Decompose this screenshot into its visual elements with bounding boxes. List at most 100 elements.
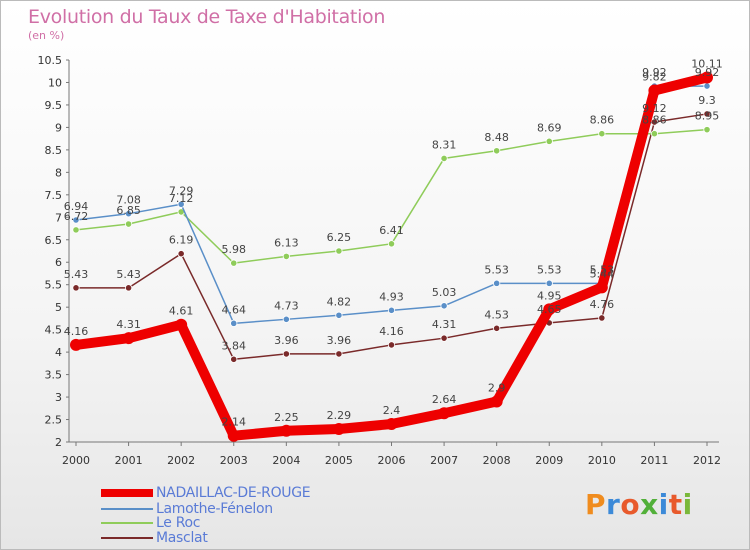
- x-tick-label: 2012: [693, 454, 721, 467]
- y-tick-label: 4: [55, 346, 62, 359]
- data-point-nadaillac: [70, 338, 82, 351]
- data-label-le-roc: 8.69: [537, 121, 562, 134]
- data-point-le-roc: [493, 147, 501, 155]
- series-line-nadaillac: [71, 72, 712, 441]
- legend-swatch-lamothe: [101, 508, 153, 510]
- data-label-nadaillac: 2.25: [274, 411, 299, 424]
- data-label-masclat: 9.3: [698, 94, 716, 107]
- data-label-nadaillac: 10.11: [691, 58, 723, 71]
- data-label-masclat: 3.96: [327, 334, 352, 347]
- data-label-masclat: 4.53: [484, 308, 509, 321]
- data-label-le-roc: 6.72: [64, 210, 89, 223]
- x-tick-label: 2008: [483, 454, 511, 467]
- data-point-le-roc: [335, 247, 343, 255]
- y-tick-label: 8.5: [45, 144, 63, 157]
- legend-swatch-nadaillac: [101, 489, 153, 497]
- data-label-lamothe: 9.92: [695, 66, 720, 79]
- data-point-lamothe: [282, 315, 290, 323]
- y-tick-label: 7.5: [45, 189, 63, 202]
- data-point-masclat: [335, 350, 343, 358]
- data-label-masclat: 3.84: [222, 339, 247, 352]
- data-label-masclat: 4.31: [432, 318, 457, 331]
- data-label-lamothe: 5.03: [432, 286, 457, 299]
- x-tick-label: 2000: [62, 454, 90, 467]
- data-label-le-roc: 6.85: [116, 204, 141, 217]
- data-point-nadaillac: [490, 395, 503, 408]
- y-tick-label: 9: [55, 121, 62, 134]
- data-point-lamothe: [230, 319, 238, 327]
- y-tick-label: 7: [55, 211, 62, 224]
- x-tick-label: 2005: [325, 454, 353, 467]
- data-label-le-roc: 6.25: [327, 231, 352, 244]
- data-point-nadaillac: [332, 422, 345, 435]
- data-point-le-roc: [598, 130, 606, 138]
- data-point-masclat: [703, 110, 711, 118]
- data-label-lamothe: 5.53: [537, 263, 562, 276]
- data-label-le-roc: 8.48: [484, 131, 509, 144]
- legend-item-lamothe: Lamothe-Fénelon: [101, 501, 273, 517]
- data-label-nadaillac: 2.9: [488, 382, 506, 395]
- chart-subtitle: (en %): [28, 29, 65, 42]
- legend-label-le-roc: Le Roc: [156, 515, 201, 531]
- data-label-lamothe: 4.64: [222, 303, 247, 316]
- data-point-nadaillac: [701, 71, 713, 84]
- data-label-le-roc: 7.12: [169, 192, 194, 205]
- chart-title: Evolution du Taux de Taxe d'Habitation: [28, 6, 386, 28]
- data-label-le-roc: 8.86: [590, 114, 615, 127]
- legend-label-masclat: Masclat: [156, 530, 208, 546]
- data-point-masclat: [230, 355, 238, 363]
- data-label-lamothe: 7.29: [169, 184, 194, 197]
- data-point-lamothe: [335, 311, 343, 319]
- data-label-masclat: 9.12: [642, 102, 667, 115]
- data-label-le-roc: 6.41: [379, 224, 404, 237]
- data-label-masclat: 5.43: [64, 268, 89, 281]
- data-label-nadaillac: 2.14: [222, 416, 247, 429]
- data-point-nadaillac: [543, 303, 556, 316]
- legend-item-le-roc: Le Roc: [101, 515, 200, 531]
- data-label-nadaillac: 4.16: [64, 325, 89, 338]
- data-label-nadaillac: 2.29: [327, 409, 352, 422]
- data-label-nadaillac: 4.61: [169, 305, 194, 318]
- data-label-masclat: 4.16: [379, 325, 404, 338]
- data-point-lamothe: [72, 216, 80, 224]
- data-point-nadaillac: [175, 318, 188, 331]
- logo-letter: i: [682, 488, 693, 521]
- data-point-lamothe: [440, 302, 448, 310]
- y-tick-label: 6: [55, 256, 62, 269]
- data-point-masclat: [387, 341, 396, 349]
- data-point-masclat: [72, 284, 80, 292]
- data-label-lamothe: 5.53: [590, 263, 615, 276]
- x-tick-label: 2001: [115, 454, 143, 467]
- logo-letter: i: [658, 488, 669, 521]
- legend-label-nadaillac: NADAILLAC-DE-ROUGE: [156, 485, 311, 501]
- y-tick-label: 8: [55, 166, 62, 179]
- logo-letter: P: [585, 488, 607, 521]
- y-tick-label: 9.5: [45, 99, 63, 112]
- y-tick-label: 2: [55, 436, 62, 449]
- x-tick-label: 2003: [220, 454, 248, 467]
- data-label-lamothe: 6.94: [64, 200, 89, 213]
- data-point-le-roc: [440, 154, 448, 163]
- data-label-lamothe: 4.93: [379, 290, 404, 303]
- data-point-lamothe: [177, 200, 185, 208]
- legend-swatch-masclat: [101, 537, 153, 539]
- data-point-masclat: [177, 250, 185, 258]
- y-tick-label: 10.5: [38, 54, 63, 67]
- legend-item-nadaillac: NADAILLAC-DE-ROUGE: [101, 485, 311, 501]
- data-label-nadaillac: 2.64: [432, 393, 457, 406]
- data-point-lamothe: [124, 210, 133, 218]
- data-point-le-roc: [703, 126, 711, 134]
- data-point-le-roc: [72, 226, 80, 234]
- y-tick-label: 5: [55, 301, 62, 314]
- data-point-nadaillac: [648, 84, 661, 97]
- data-label-le-roc: 8.31: [432, 138, 457, 151]
- x-tick-label: 2006: [378, 454, 406, 467]
- y-tick-label: 3: [55, 391, 62, 404]
- data-point-nadaillac: [122, 332, 135, 345]
- data-label-masclat: 4.65: [537, 303, 562, 316]
- x-tick-label: 2004: [272, 454, 300, 467]
- data-point-nadaillac: [595, 281, 608, 294]
- data-label-nadaillac: 9.82: [642, 71, 667, 84]
- x-tick-label: 2007: [430, 454, 458, 467]
